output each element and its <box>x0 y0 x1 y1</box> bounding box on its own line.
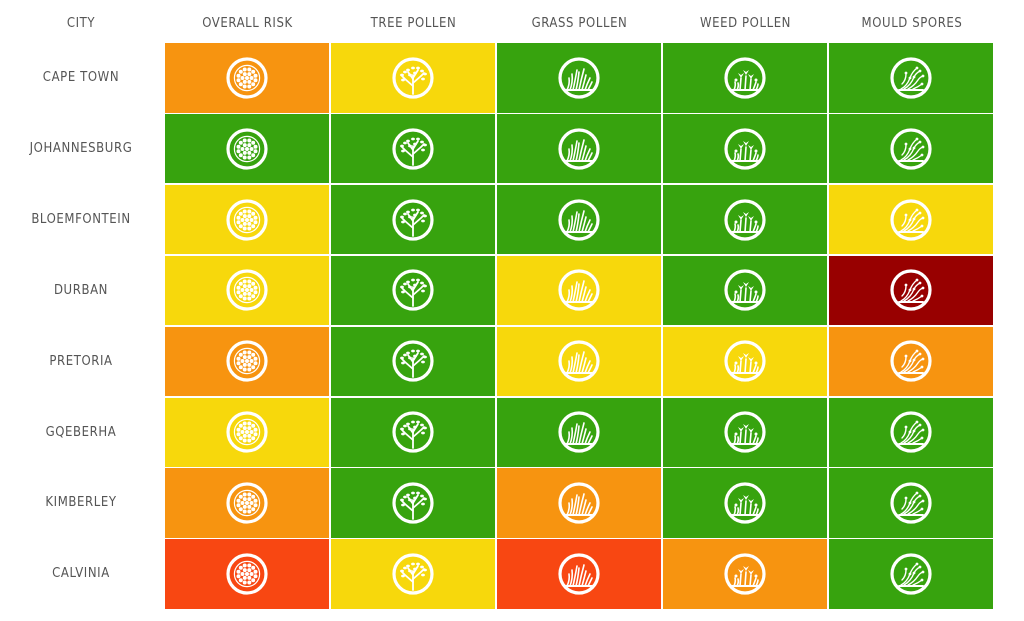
column-header-mould: MOULD SPORES <box>861 16 963 31</box>
risk-cell-mould <box>829 397 993 467</box>
risk-cell-weed <box>663 397 827 467</box>
tree-icon <box>391 56 435 100</box>
risk-cell-weed <box>663 468 827 538</box>
tree-icon <box>391 481 435 525</box>
risk-cell-grass <box>497 43 661 113</box>
risk-cell-grass <box>497 113 661 184</box>
city-label: JOHANNESBURG <box>29 140 133 156</box>
risk-cell-overall <box>165 113 329 184</box>
weed-flower-icon <box>723 268 767 312</box>
tree-icon <box>391 198 435 242</box>
risk-cell-mould <box>829 539 993 609</box>
risk-cell-grass <box>497 255 661 326</box>
mould-spores-icon <box>889 127 933 171</box>
weed-flower-icon <box>723 552 767 596</box>
risk-cell-mould <box>829 43 993 113</box>
risk-cell-mould <box>829 184 993 255</box>
risk-cell-mould <box>829 468 993 538</box>
pollen-grain-icon <box>225 410 269 454</box>
risk-cell-tree <box>331 326 495 397</box>
city-label: BLOEMFONTEIN <box>31 211 131 227</box>
risk-cell-overall <box>165 43 329 113</box>
risk-cell-grass <box>497 539 661 609</box>
mould-spores-icon <box>889 552 933 596</box>
weed-flower-icon <box>723 56 767 100</box>
pollen-grain-icon <box>225 268 269 312</box>
mould-spores-icon <box>889 56 933 100</box>
risk-cell-tree <box>331 113 495 184</box>
grass-icon <box>557 552 601 596</box>
tree-icon <box>391 268 435 312</box>
risk-cell-grass <box>497 326 661 397</box>
risk-cell-mould <box>829 255 993 326</box>
grass-icon <box>557 127 601 171</box>
risk-cell-overall <box>165 184 329 255</box>
city-label: KIMBERLEY <box>45 495 117 511</box>
mould-spores-icon <box>889 339 933 383</box>
risk-cell-weed <box>663 113 827 184</box>
mould-spores-icon <box>889 268 933 312</box>
mould-spores-icon <box>889 410 933 454</box>
pollen-grain-icon <box>225 198 269 242</box>
pollen-grain-icon <box>225 481 269 525</box>
column-header-city: CITY <box>66 16 96 31</box>
mould-spores-icon <box>889 481 933 525</box>
risk-cell-weed <box>663 326 827 397</box>
city-label: GQEBERHA <box>45 424 117 440</box>
risk-cell-tree <box>331 184 495 255</box>
risk-cell-overall <box>165 326 329 397</box>
tree-icon <box>391 127 435 171</box>
risk-cell-weed <box>663 255 827 326</box>
column-header-grass: GRASS POLLEN <box>531 16 628 31</box>
tree-icon <box>391 339 435 383</box>
pollen-grain-icon <box>225 127 269 171</box>
column-header-tree: TREE POLLEN <box>370 16 457 31</box>
mould-spores-icon <box>889 198 933 242</box>
risk-cell-tree <box>331 539 495 609</box>
pollen-grain-icon <box>225 56 269 100</box>
risk-cell-tree <box>331 255 495 326</box>
risk-cell-tree <box>331 397 495 467</box>
grass-icon <box>557 339 601 383</box>
risk-cell-overall <box>165 397 329 467</box>
risk-cell-tree <box>331 43 495 113</box>
tree-icon <box>391 410 435 454</box>
weed-flower-icon <box>723 481 767 525</box>
weed-flower-icon <box>723 410 767 454</box>
risk-cell-weed <box>663 539 827 609</box>
risk-cell-grass <box>497 184 661 255</box>
grass-icon <box>557 410 601 454</box>
weed-flower-icon <box>723 127 767 171</box>
grass-icon <box>557 56 601 100</box>
risk-cell-overall <box>165 539 329 609</box>
risk-cell-grass <box>497 397 661 467</box>
pollen-grain-icon <box>225 552 269 596</box>
tree-icon <box>391 552 435 596</box>
risk-cell-weed <box>663 184 827 255</box>
city-label: CAPE TOWN <box>42 70 120 85</box>
risk-cell-mould <box>829 113 993 184</box>
risk-cell-weed <box>663 43 827 113</box>
grass-icon <box>557 198 601 242</box>
risk-cell-tree <box>331 468 495 538</box>
pollen-grain-icon <box>225 339 269 383</box>
risk-cell-mould <box>829 326 993 397</box>
weed-flower-icon <box>723 339 767 383</box>
city-label: DURBAN <box>53 282 109 298</box>
grass-icon <box>557 268 601 312</box>
city-label: CALVINIA <box>52 566 110 582</box>
city-label: PRETORIA <box>49 353 113 369</box>
risk-cell-overall <box>165 468 329 538</box>
column-header-weed: WEED POLLEN <box>699 16 792 31</box>
weed-flower-icon <box>723 198 767 242</box>
risk-cell-overall <box>165 255 329 326</box>
grass-icon <box>557 481 601 525</box>
column-header-overall: OVERALL RISK <box>202 16 293 31</box>
risk-cell-grass <box>497 468 661 538</box>
